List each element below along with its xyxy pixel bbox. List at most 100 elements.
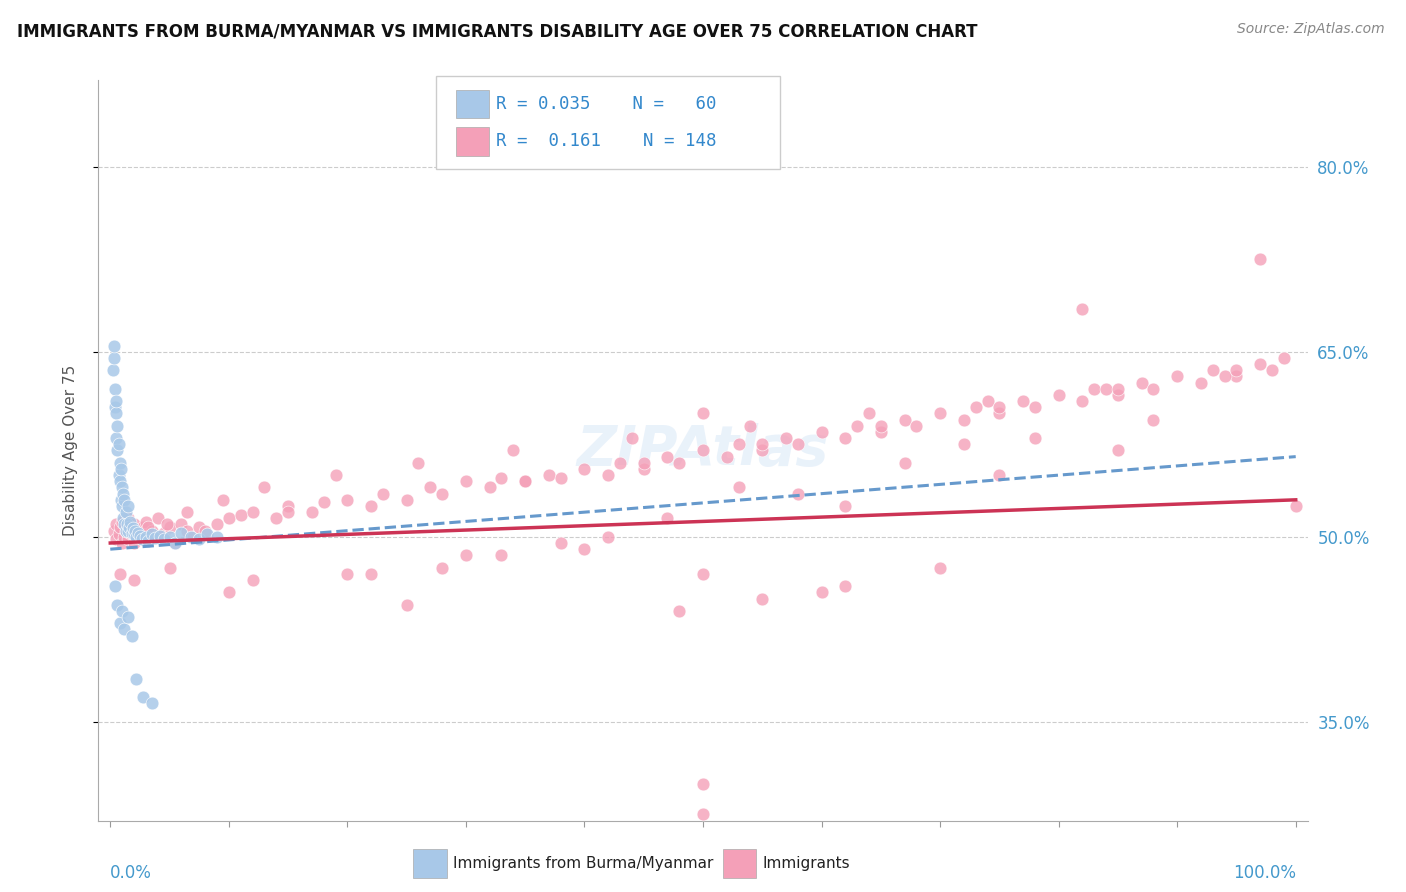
Point [229,508,252,522]
Point [727,480,749,494]
Point [121,628,143,642]
Point [135,515,157,529]
Point [1285,499,1308,513]
Point [165,536,187,550]
Point [125,530,148,544]
Point [170,517,193,532]
Point [360,499,382,513]
Point [360,566,382,581]
Point [108,456,131,470]
Point [104,579,127,593]
Point [242,573,264,587]
Point [101,363,124,377]
Y-axis label: Disability Age Over 75: Disability Age Over 75 [63,365,77,536]
Point [121,526,143,541]
Point [264,511,287,525]
Point [176,524,198,538]
Point [108,520,131,534]
Point [692,776,714,791]
Point [491,470,513,484]
Point [550,470,572,484]
Text: Source: ZipAtlas.com: Source: ZipAtlas.com [1237,22,1385,37]
Point [574,462,596,476]
Point [1225,369,1247,384]
Point [253,480,276,494]
Point [893,456,915,470]
Point [905,418,928,433]
Point [277,505,299,519]
Point [105,598,128,612]
Point [1249,252,1271,267]
Point [692,407,714,421]
Point [395,492,418,507]
Point [114,505,136,519]
Point [1071,301,1094,316]
Point [197,527,219,541]
Point [103,351,125,365]
Point [537,468,560,483]
Point [135,533,157,547]
Point [727,437,749,451]
Point [104,401,127,415]
Point [692,443,714,458]
Point [103,524,125,538]
Point [668,456,690,470]
Point [108,475,131,489]
Point [609,456,631,470]
Point [104,382,127,396]
Point [112,511,135,525]
Point [478,480,501,494]
Text: R = 0.035    N =   60: R = 0.035 N = 60 [496,95,717,113]
Point [1142,382,1164,396]
Point [325,468,347,483]
Point [775,431,797,445]
Point [146,530,169,544]
Point [1225,363,1247,377]
Point [1024,401,1046,415]
Point [181,530,204,544]
Point [125,524,148,538]
Point [952,412,974,426]
Point [633,462,655,476]
Point [834,431,856,445]
Point [846,418,869,433]
Point [112,486,135,500]
Point [834,579,856,593]
Point [132,520,155,534]
Point [127,526,149,541]
Point [124,524,146,538]
Point [120,515,142,529]
Point [122,573,145,587]
Text: R =  0.161    N = 148: R = 0.161 N = 148 [496,132,717,150]
Point [1047,388,1070,402]
Point [395,598,418,612]
Point [122,527,145,541]
Point [454,475,477,489]
Point [751,591,773,606]
Point [114,492,136,507]
Point [105,517,128,532]
Point [108,566,131,581]
Point [152,533,174,547]
Point [1024,431,1046,445]
Point [371,486,394,500]
Point [131,533,153,547]
Point [120,526,142,541]
Point [1107,388,1129,402]
Point [129,528,152,542]
Point [165,536,187,550]
Point [107,527,129,541]
Point [751,443,773,458]
Point [129,527,152,541]
Point [117,511,139,525]
Point [117,610,139,624]
Point [312,495,335,509]
Text: ZIPAtlas: ZIPAtlas [576,424,830,477]
Point [188,520,211,534]
Point [111,499,134,513]
Point [929,560,952,574]
Point [135,530,157,544]
Point [515,475,537,489]
Point [810,425,832,439]
Point [657,511,679,525]
